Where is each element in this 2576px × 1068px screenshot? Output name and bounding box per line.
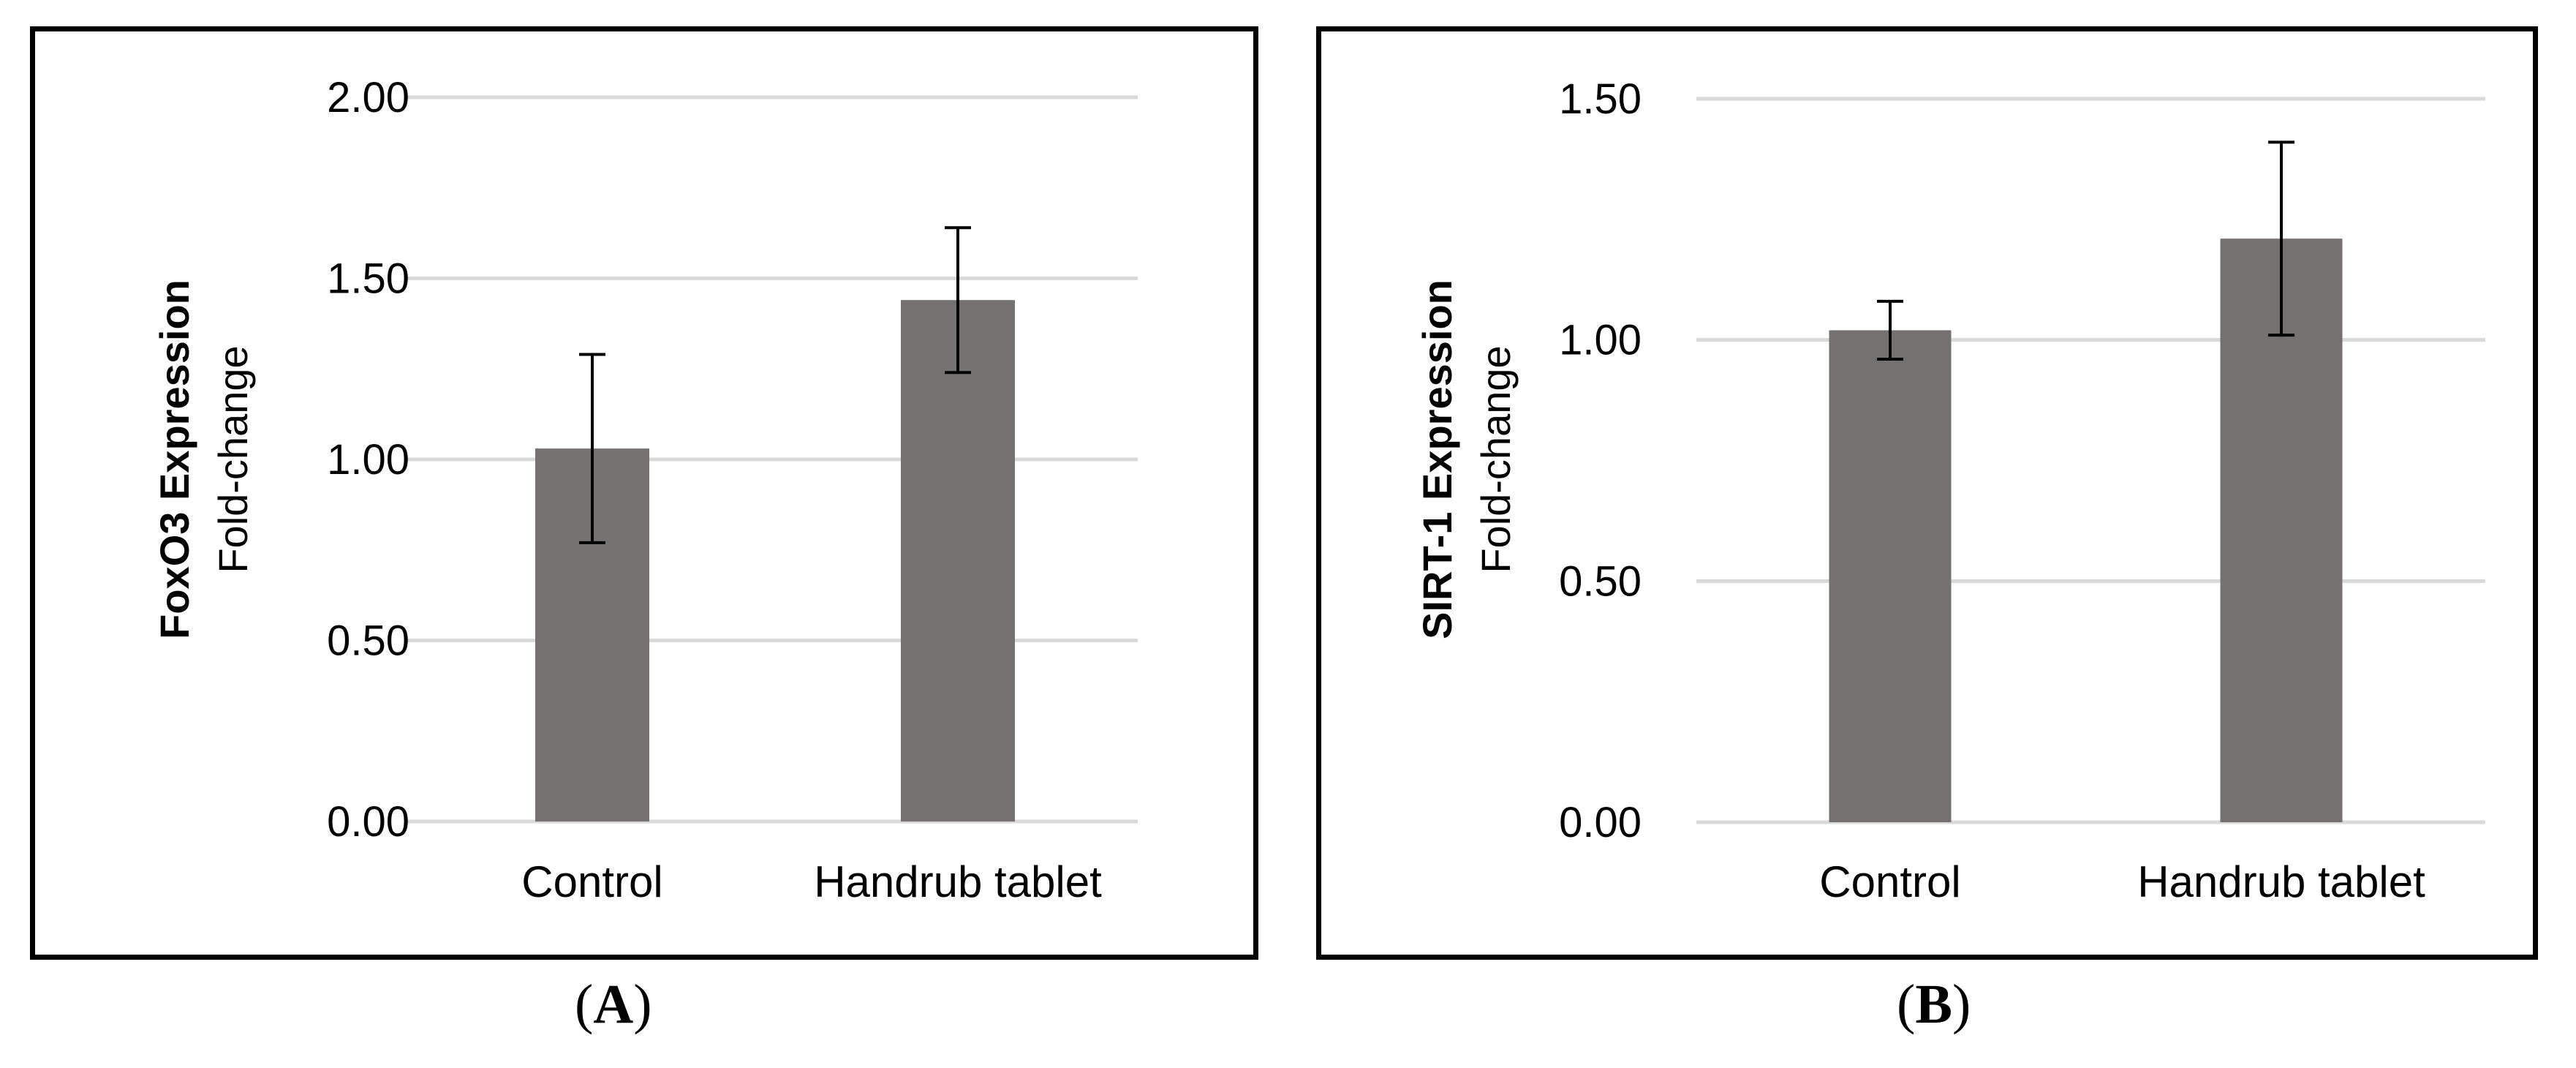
y-axis-subtitle: Fold-change [1473, 345, 1519, 573]
panel-label-a: (A) [575, 974, 652, 1035]
chart-svg-a: 0.00 0.50 1.00 1.50 2.00 Control Handrub table… [151, 74, 1138, 906]
bar [1829, 330, 1952, 823]
y-tick-label: 0.00 [1559, 799, 1642, 846]
y-axis-title: FoxO3 Expression [151, 279, 197, 639]
y-tick-label: 0.50 [327, 617, 409, 665]
category-label: Handrub tablet [814, 857, 1102, 906]
category-label: Handrub tablet [2137, 857, 2425, 906]
y-tick-label: 2.00 [327, 74, 409, 121]
chart-panel-a: 0.00 0.50 1.00 1.50 2.00 Control Handrub table… [30, 26, 1258, 960]
chart-svg-b: 0.00 0.50 1.00 1.50 Control Handrub tablet SIR… [1414, 75, 2485, 906]
panel-label-b: (B) [1897, 974, 1971, 1035]
y-tick-label: 1.50 [327, 255, 409, 303]
y-tick-label: 1.00 [327, 436, 409, 484]
bar [901, 300, 1015, 821]
category-label: Control [1819, 857, 1960, 906]
y-tick-label: 1.00 [1559, 317, 1642, 364]
y-tick-label: 1.50 [1559, 75, 1642, 123]
y-tick-label: 0.00 [327, 798, 409, 846]
y-axis-subtitle: Fold-change [210, 345, 256, 573]
chart-panel-b: 0.00 0.50 1.00 1.50 Control Handrub tablet SIR… [1316, 26, 2538, 960]
category-label: Control [521, 857, 662, 906]
y-axis-title: SIRT-1 Expression [1414, 279, 1460, 639]
y-tick-label: 0.50 [1559, 557, 1642, 605]
